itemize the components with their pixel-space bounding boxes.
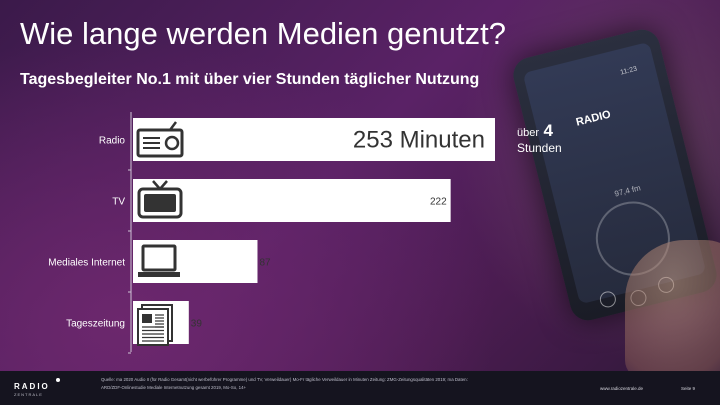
logo-sub: ZENTRALE: [14, 392, 43, 397]
logo-dot: [56, 378, 60, 382]
website-link[interactable]: www.radiozentrale.de: [600, 386, 644, 391]
radio-icon: [169, 121, 177, 131]
radiozentrale-logo: RADIO ZENTRALE: [14, 378, 60, 397]
hand-photo: [625, 240, 720, 380]
radio-icon: [164, 135, 180, 151]
duration-annotation: über 4 Stunden: [517, 121, 562, 155]
bar-chart: Radio 253 Minuten TV 222 Mediales Internet 87…: [48, 112, 495, 354]
value-label: 87: [259, 258, 271, 269]
bar: [133, 118, 495, 161]
laptop-icon: [141, 244, 177, 272]
category-label: Radio: [99, 136, 126, 147]
category-label: Mediales Internet: [48, 258, 125, 269]
page-number: Seite 9: [681, 386, 696, 391]
newspaper-icon: [142, 314, 152, 323]
value-label: 253 Minuten: [353, 127, 485, 154]
tv-icon: [144, 194, 176, 212]
bar: [133, 179, 451, 222]
annotation-prefix: über: [517, 127, 540, 139]
value-number: 253: [353, 127, 400, 154]
page-title: Wie lange werden Medien genutzt?: [20, 16, 506, 51]
value-label: 222: [430, 197, 447, 208]
radio-icon: [136, 128, 184, 158]
category-label: Tageszeitung: [66, 319, 125, 330]
footer: RADIO ZENTRALE Quelle: ma 2020 Audio II …: [0, 371, 720, 405]
annotation-number: 4: [543, 121, 553, 140]
source-note: Quelle: ma 2020 Audio II (für Radio Gesa…: [101, 377, 468, 390]
annotation-unit: Stunden: [517, 141, 562, 155]
tv-icon: [137, 187, 183, 219]
category-label: TV: [112, 197, 125, 208]
value-unit: Minuten: [400, 127, 485, 154]
logo-text: RADIO: [14, 382, 50, 391]
value-label: 39: [191, 319, 203, 330]
laptop-icon: [138, 272, 180, 277]
page-subtitle: Tagesbegleiter No.1 mit über vier Stunde…: [20, 71, 480, 88]
